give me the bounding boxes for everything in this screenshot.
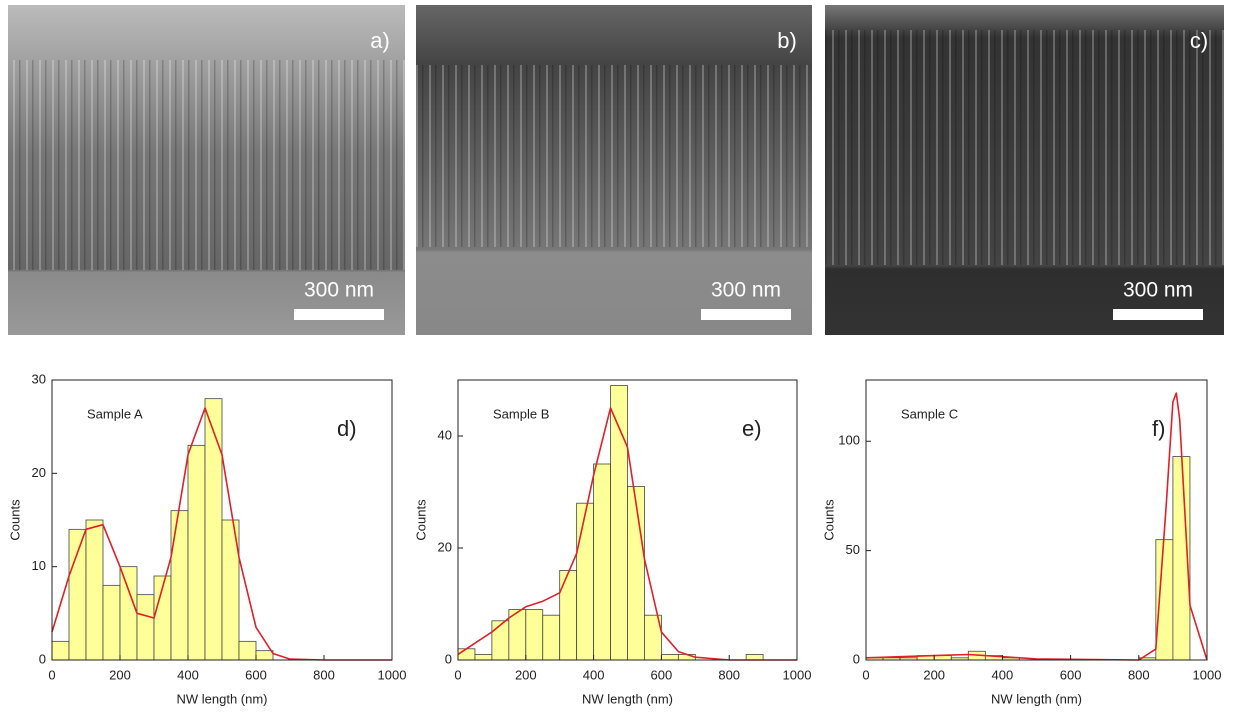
- x-tick-label: 600: [245, 667, 267, 682]
- y-tick-label: 0: [445, 651, 452, 666]
- y-tick-label: 10: [32, 558, 46, 573]
- bar: [204, 398, 223, 661]
- y-tick-label: 30: [32, 371, 46, 386]
- y-tick-label: 50: [846, 542, 860, 557]
- bar: [627, 485, 645, 661]
- bar: [593, 463, 611, 661]
- x-tick-label: 400: [583, 667, 605, 682]
- bar: [576, 502, 595, 661]
- bar: [119, 566, 138, 661]
- bar: [136, 594, 155, 661]
- sample-annotation: Sample B: [493, 406, 549, 421]
- fit-curve: [457, 407, 797, 661]
- panel-label: d): [337, 416, 357, 441]
- scale-bar-label: 300 nm: [1123, 279, 1193, 302]
- x-tick-label: 200: [923, 667, 945, 682]
- x-axis-label: NW length (nm): [991, 691, 1082, 706]
- x-tick-label: 1000: [1193, 667, 1222, 682]
- bar: [542, 614, 561, 661]
- y-tick-label: 40: [438, 427, 452, 442]
- y-tick-label: 20: [32, 465, 46, 480]
- panel-label: c): [1190, 28, 1208, 53]
- bar: [559, 570, 578, 661]
- x-tick-label: 400: [992, 667, 1014, 682]
- bar: [1155, 539, 1174, 661]
- nanowires: [825, 30, 1224, 265]
- x-tick-label: 0: [862, 667, 869, 682]
- x-tick-label: 800: [718, 667, 740, 682]
- y-tick-label: 0: [853, 651, 860, 666]
- bar: [187, 444, 206, 661]
- panel-label: e): [742, 416, 762, 441]
- y-axis-label: Counts: [7, 499, 22, 541]
- panel-label: f): [1152, 416, 1165, 441]
- fit-curve: [865, 392, 1208, 661]
- bar: [170, 510, 189, 661]
- nanowires: [8, 60, 405, 270]
- x-tick-label: 400: [177, 667, 199, 682]
- scale-bar: [294, 309, 384, 320]
- y-tick-label: 0: [39, 651, 46, 666]
- bar: [255, 650, 274, 661]
- x-tick-label: 200: [109, 667, 131, 682]
- bar: [457, 648, 476, 661]
- bar: [102, 584, 121, 661]
- y-axis-label: Counts: [821, 499, 836, 541]
- x-axis-label: NW length (nm): [582, 691, 673, 706]
- x-tick-label: 600: [1060, 667, 1082, 682]
- plot-frame: [51, 379, 393, 661]
- x-tick-label: 800: [313, 667, 335, 682]
- scale-bar-label: 300 nm: [711, 279, 781, 302]
- x-tick-label: 600: [651, 667, 673, 682]
- panel-label: b): [777, 28, 797, 53]
- bar: [491, 620, 510, 661]
- y-axis-label: Counts: [413, 499, 428, 541]
- x-tick-label: 200: [515, 667, 537, 682]
- x-tick-label: 0: [454, 667, 461, 682]
- y-tick-label: 20: [438, 539, 452, 554]
- bar: [85, 519, 104, 661]
- scale-bar: [1113, 309, 1203, 320]
- nanowires: [416, 65, 812, 247]
- plot-frame: [865, 379, 1208, 661]
- x-tick-label: 1000: [378, 667, 407, 682]
- x-tick-label: 0: [48, 667, 55, 682]
- y-tick-label: 100: [838, 433, 860, 448]
- sample-annotation: Sample A: [87, 406, 143, 421]
- sem-images: [8, 5, 1224, 335]
- bar: [51, 640, 70, 661]
- plot-frame: [457, 379, 798, 661]
- x-tick-label: 1000: [783, 667, 812, 682]
- fit-curve: [51, 407, 392, 661]
- bar: [68, 528, 87, 661]
- panel-label: a): [370, 28, 390, 53]
- scale-bar-label: 300 nm: [304, 279, 374, 302]
- sample-annotation: Sample C: [901, 406, 958, 421]
- bar: [745, 654, 764, 661]
- x-tick-label: 800: [1128, 667, 1150, 682]
- bar: [238, 640, 257, 661]
- bar: [474, 654, 493, 661]
- scale-bar: [701, 309, 791, 320]
- bar: [661, 654, 679, 661]
- x-axis-label: NW length (nm): [176, 691, 267, 706]
- bar: [525, 609, 544, 661]
